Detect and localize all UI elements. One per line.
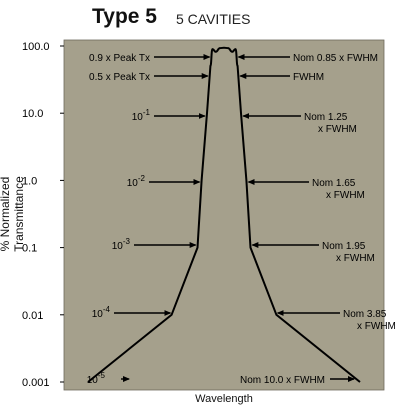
annotation-left-label: 10-2 — [127, 174, 146, 189]
annotation-left-label: 10-1 — [132, 108, 151, 123]
annotation-left-label: 0.5 x Peak Tx — [89, 72, 150, 83]
annotation-left-label: 10-3 — [112, 237, 131, 252]
annotation-right-label: Nom 1.95 x FWHM — [322, 241, 375, 264]
y-tick-label: 0.1 — [22, 243, 37, 255]
chart-title: Type 5 — [92, 5, 157, 28]
annotation-right-label: Nom 3.85 x FWHM — [343, 309, 396, 332]
annotation-left-label: 10-5 — [87, 371, 106, 386]
chart-subtitle: 5 CAVITIES — [176, 11, 251, 27]
y-tick-label: 1.0 — [22, 175, 37, 187]
annotation-right-label: FWHM — [293, 72, 324, 83]
y-tick-label: 100.0 — [22, 41, 50, 53]
y-tick-label: 0.01 — [22, 310, 43, 322]
annotation-right-label: Nom 0.85 x FWHM — [293, 53, 378, 64]
plot-background — [63, 39, 385, 391]
annotation-right-label: Nom 1.25 x FWHM — [304, 112, 357, 135]
annotation-right-label: Nom 1.65 x FWHM — [312, 178, 365, 201]
annotation-left-label: 10-4 — [92, 305, 111, 320]
annotation-left-label: 0.9 x Peak Tx — [89, 53, 150, 64]
annotation-right-label: Nom 10.0 x FWHM — [240, 375, 325, 386]
x-axis-label: Wavelength — [195, 393, 253, 405]
y-tick-label: 0.001 — [22, 377, 50, 389]
y-tick-label: 10.0 — [22, 108, 43, 120]
